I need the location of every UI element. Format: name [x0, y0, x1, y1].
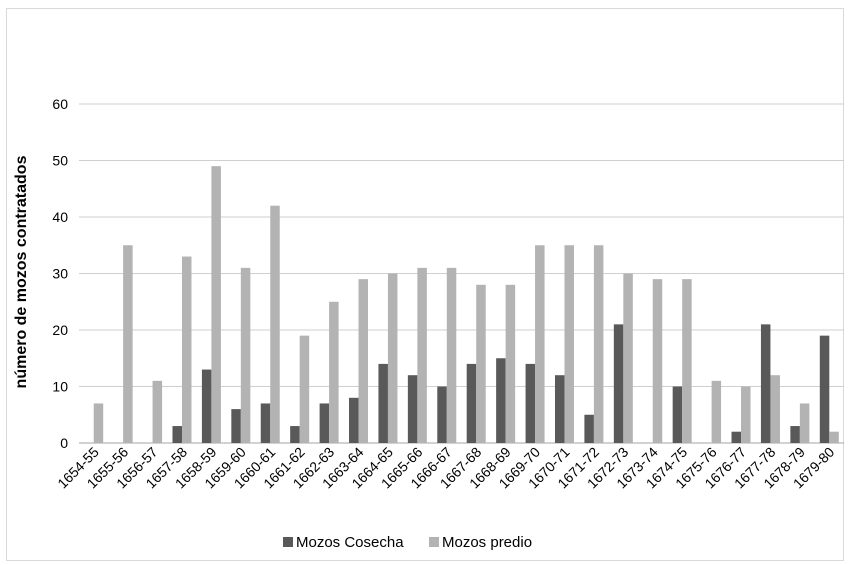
y-axis-title: número de mozos contratados [13, 155, 30, 388]
bar-mozos-cosecha [819, 335, 830, 443]
bar-mozos-cosecha [349, 397, 359, 443]
bar-mozos-predio [535, 245, 545, 443]
y-tick-label: 60 [52, 96, 68, 112]
bar-mozos-predio [564, 245, 574, 443]
y-tick-label: 30 [52, 266, 68, 282]
bar-mozos-cosecha [407, 375, 418, 443]
bar-mozos-predio [358, 279, 369, 443]
y-axis: 0 10 20 30 40 50 60 [52, 96, 68, 451]
bar-mozos-cosecha [260, 403, 271, 443]
x-axis: 1654-551655-561656-571657-581658-591659-… [54, 444, 837, 492]
bar-mozos-cosecha [466, 363, 477, 443]
bar-mozos-cosecha [790, 426, 800, 443]
bar-mozos-predio [270, 205, 280, 443]
bar-mozos-predio [211, 166, 221, 443]
bar-mozos-cosecha [760, 324, 771, 443]
bar-mozos-predio [829, 431, 839, 443]
y-tick-label: 10 [52, 379, 68, 395]
bar-mozos-predio [741, 386, 751, 443]
bar-mozos-predio [329, 301, 339, 443]
bar-mozos-cosecha [437, 386, 447, 443]
bar-mozos-cosecha [554, 375, 565, 443]
bar-mozos-cosecha [584, 414, 594, 443]
bar-mozos-cosecha [201, 369, 212, 443]
bar-mozos-predio [181, 256, 192, 443]
bar-mozos-cosecha [378, 363, 388, 443]
legend-label-mozos-cosecha: Mozos Cosecha [296, 534, 404, 551]
bar-mozos-predio [799, 403, 810, 443]
legend: Mozos Cosecha Mozos predio [283, 534, 532, 551]
bar-mozos-predio [123, 245, 133, 443]
gridlines [79, 103, 844, 444]
bar-mozos-predio [505, 284, 516, 443]
legend-label-mozos-predio: Mozos predio [442, 534, 532, 551]
bar-mozos-cosecha [231, 409, 241, 443]
bar-mozos-predio [387, 273, 398, 443]
bar-mozos-predio [770, 375, 780, 443]
bar-mozos-cosecha [525, 363, 536, 443]
y-tick-label: 0 [60, 435, 68, 451]
bars [93, 166, 839, 443]
bar-mozos-predio [711, 380, 722, 443]
y-tick-label: 50 [52, 153, 68, 169]
bar-mozos-predio [152, 380, 163, 443]
y-tick-label: 20 [52, 322, 68, 338]
bar-mozos-predio [652, 279, 663, 443]
bar-mozos-cosecha [731, 431, 742, 443]
legend-swatch-mozos-cosecha [283, 537, 293, 547]
bar-mozos-cosecha [496, 358, 506, 443]
bar-mozos-predio [623, 273, 633, 443]
bar-mozos-cosecha [290, 426, 300, 443]
bar-mozos-cosecha [672, 386, 683, 443]
bar-mozos-cosecha [319, 403, 330, 443]
y-tick-label: 40 [52, 209, 68, 225]
legend-swatch-mozos-predio [429, 537, 439, 547]
bar-mozos-predio [93, 403, 104, 443]
bar-mozos-predio [240, 267, 251, 443]
bar-mozos-predio [417, 267, 427, 443]
bar-mozos-cosecha [613, 324, 624, 443]
bar-mozos-predio [476, 284, 486, 443]
bar-mozos-predio [682, 279, 692, 443]
bar-mozos-predio [446, 267, 457, 443]
bar-mozos-predio [593, 245, 604, 443]
bar-mozos-cosecha [172, 426, 182, 443]
bar-mozos-predio [299, 335, 310, 443]
